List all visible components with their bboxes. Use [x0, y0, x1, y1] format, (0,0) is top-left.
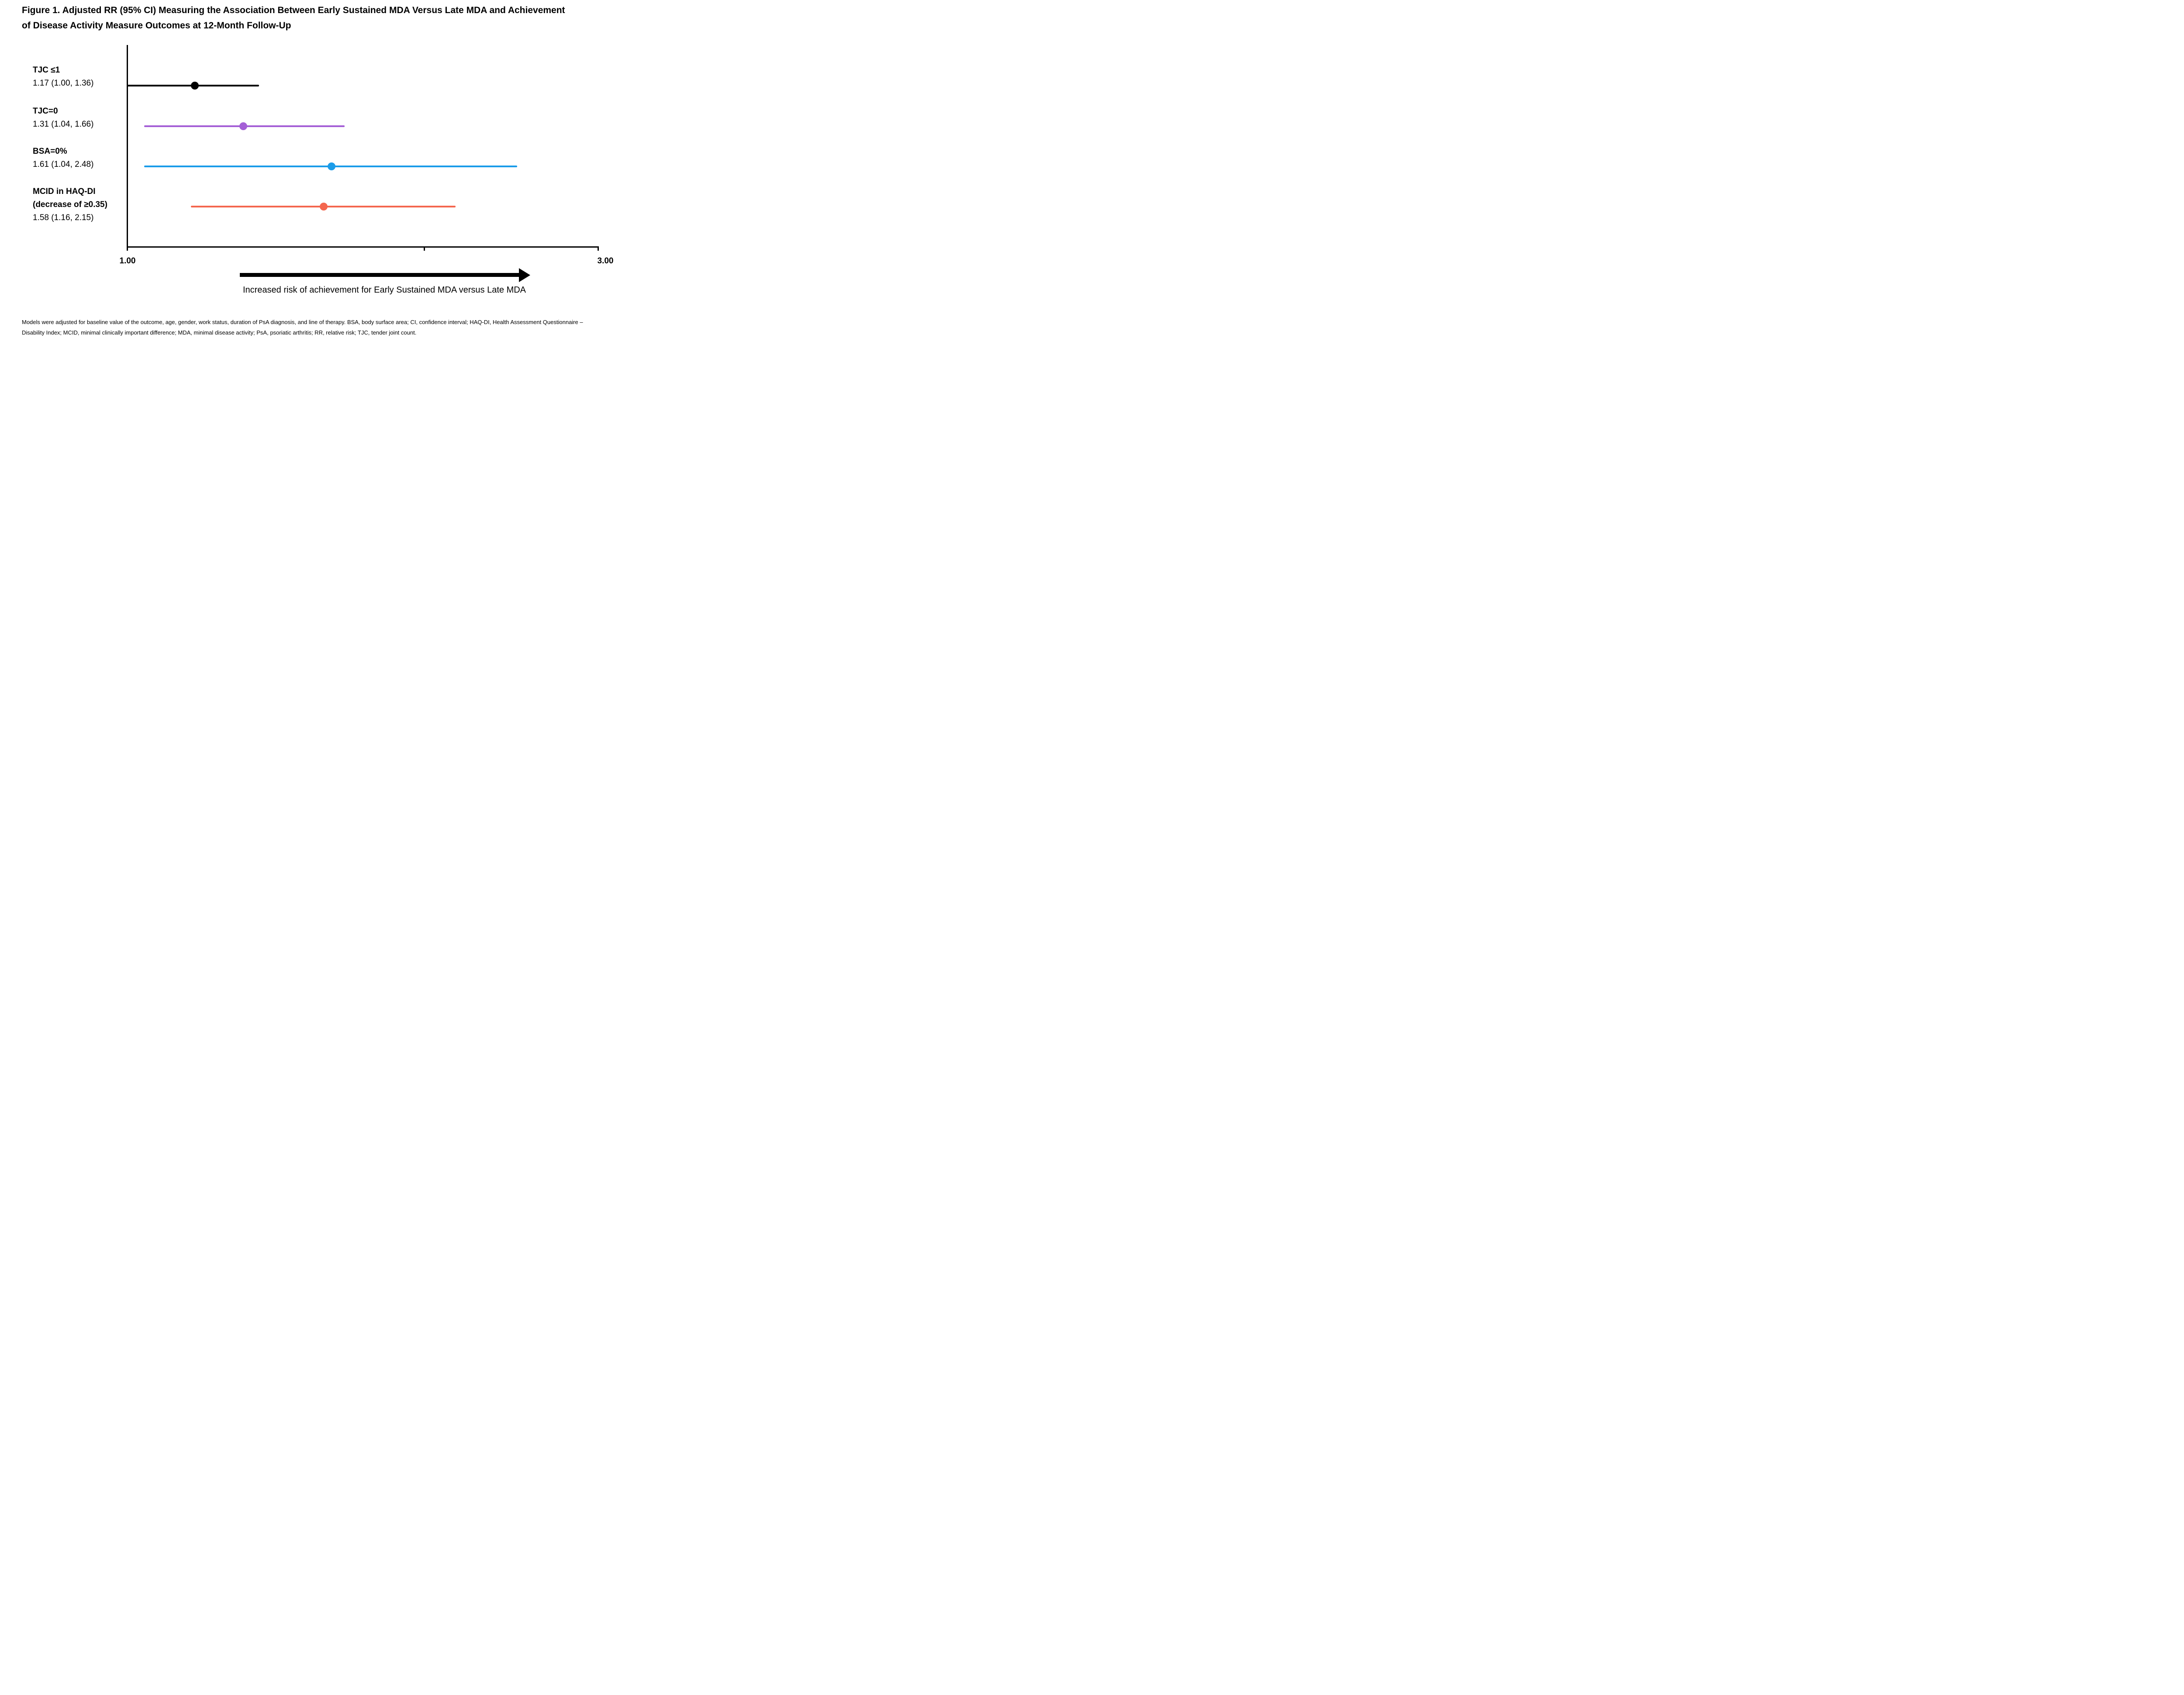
figure-title-line1: Figure 1. Adjusted RR (95% CI) Measuring… [22, 5, 565, 15]
y-axis-line [127, 45, 128, 251]
direction-arrow-shaft [240, 273, 519, 277]
point-marker [239, 122, 247, 130]
footnote: Models were adjusted for baseline value … [22, 317, 583, 338]
figure-title: Figure 1. Adjusted RR (95% CI) Measuring… [22, 3, 565, 33]
row-name: TJC ≤1 [33, 66, 60, 75]
row-estimate-text: 1.17 (1.00, 1.36) [33, 79, 94, 88]
row-label-tjc-0: TJC=0 1.31 (1.04, 1.66) [33, 105, 93, 131]
point-marker [190, 82, 199, 90]
row-label-bsa-0: BSA=0% 1.61 (1.04, 2.48) [33, 145, 93, 171]
row-name: TJC=0 [33, 107, 58, 116]
x-axis-tick-2 [424, 246, 425, 251]
row-name: MCID in HAQ-DI [33, 187, 96, 196]
direction-arrow-label: Increased risk of achievement for Early … [242, 285, 526, 295]
point-marker [319, 203, 328, 211]
row-estimate-text: 1.61 (1.04, 2.48) [33, 160, 94, 169]
figure-title-line2: of Disease Activity Measure Outcomes at … [22, 21, 291, 31]
x-axis-label-max: 3.00 [597, 256, 614, 266]
footnote-line1: Models were adjusted for baseline value … [22, 319, 583, 325]
x-axis-tick-3 [598, 246, 599, 251]
row-name: BSA=0% [33, 147, 67, 156]
x-axis-line [127, 246, 599, 248]
row-name-line2: (decrease of ≥0.35) [33, 200, 107, 209]
row-label-mcid-haqdi: MCID in HAQ-DI (decrease of ≥0.35) 1.58 … [33, 185, 107, 224]
row-estimate-text: 1.31 (1.04, 1.66) [33, 120, 94, 129]
row-estimate-text: 1.58 (1.16, 2.15) [33, 213, 94, 222]
direction-arrow-head-icon [519, 268, 530, 282]
footnote-line2: Disability Index; MCID, minimal clinical… [22, 329, 417, 336]
forest-plot-figure: Figure 1. Adjusted RR (95% CI) Measuring… [0, 0, 629, 339]
point-marker [328, 162, 336, 170]
x-axis-label-min: 1.00 [119, 256, 136, 266]
row-label-tjc-le1: TJC ≤1 1.17 (1.00, 1.36) [33, 64, 93, 90]
